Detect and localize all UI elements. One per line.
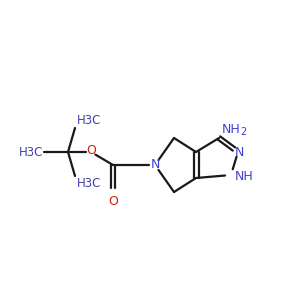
Text: N: N — [234, 146, 244, 158]
Text: H3C: H3C — [77, 114, 101, 127]
Text: NH: NH — [222, 123, 241, 136]
Text: N: N — [150, 158, 160, 172]
Text: H3C: H3C — [19, 146, 43, 158]
Text: H3C: H3C — [77, 177, 101, 190]
Text: O: O — [108, 195, 118, 208]
Text: NH: NH — [235, 169, 254, 182]
Text: O: O — [86, 145, 96, 158]
Text: 2: 2 — [240, 127, 246, 137]
